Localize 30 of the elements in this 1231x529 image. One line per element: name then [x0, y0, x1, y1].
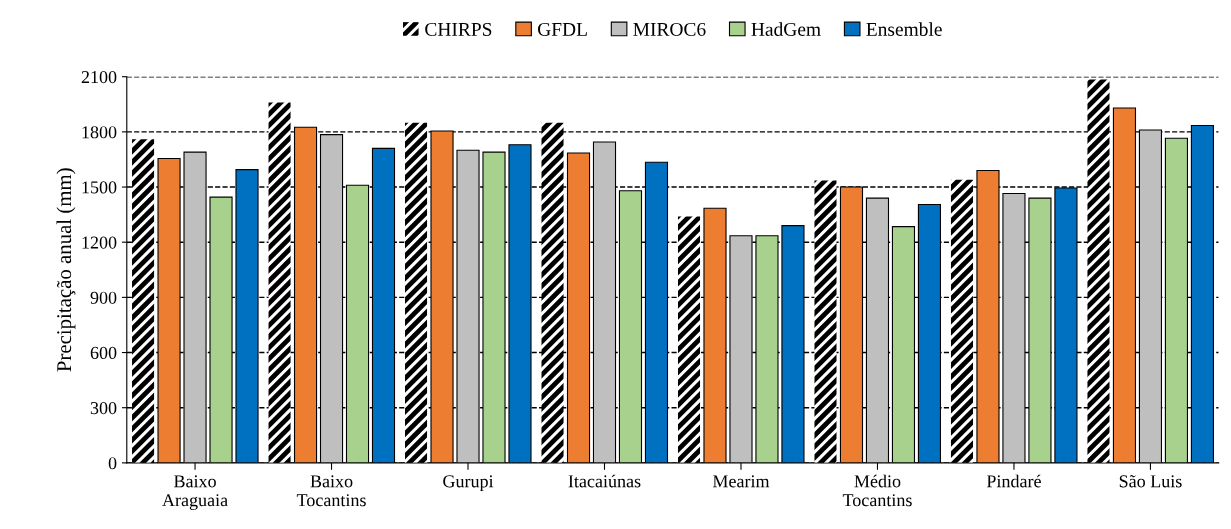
x-tick-label: Itacaiúnas: [568, 474, 641, 488]
x-tick-label: São Luis: [1119, 475, 1182, 488]
y-tick-label: 0: [108, 457, 117, 470]
y-tick-label: 1500: [82, 181, 117, 194]
y-tick-label: 2100: [81, 70, 117, 84]
y-axis-title: Precipitação anual (mm): [56, 168, 76, 372]
bar: [541, 122, 564, 463]
bar: [814, 180, 837, 463]
y-tick-label: 300: [90, 401, 117, 415]
legend-label: CHIRPS: [425, 22, 492, 36]
x-tick-label: Mearim: [712, 475, 770, 488]
legend-label: Ensemble: [866, 22, 942, 36]
y-tick-label: 600: [90, 346, 117, 359]
x-tick-label: Médio Tocantins: [842, 474, 912, 507]
bar: [950, 179, 974, 463]
x-tick-label: Pindaré: [986, 474, 1041, 488]
bar: [1087, 79, 1110, 463]
bar: [677, 216, 701, 463]
y-tick-label: 1200: [82, 236, 117, 249]
y-tick-label: 1800: [82, 126, 117, 139]
x-tick-label: Baixo Tocantins: [296, 475, 366, 507]
legend-label: GFDL: [538, 22, 587, 36]
bar: [405, 122, 428, 463]
x-tick-label: Baixo Araguaia: [162, 475, 228, 510]
legend-label: HadGem: [751, 22, 821, 36]
y-tick-label: 900: [90, 291, 117, 304]
bar: [268, 102, 291, 463]
legend-label: MIROC6: [633, 22, 706, 36]
bar: [132, 139, 155, 463]
x-tick-label: Gurupi: [443, 475, 494, 492]
